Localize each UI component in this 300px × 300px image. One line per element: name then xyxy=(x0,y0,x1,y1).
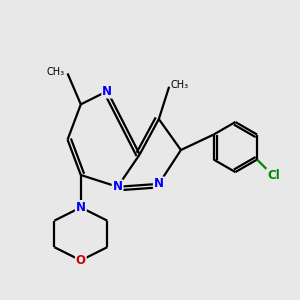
Text: N: N xyxy=(154,177,164,190)
Text: N: N xyxy=(102,85,112,98)
Text: CH₃: CH₃ xyxy=(46,67,64,77)
Text: Cl: Cl xyxy=(267,169,280,182)
Text: N: N xyxy=(76,201,86,214)
Text: N: N xyxy=(112,180,123,193)
Text: O: O xyxy=(76,254,86,267)
Text: CH₃: CH₃ xyxy=(171,80,189,90)
